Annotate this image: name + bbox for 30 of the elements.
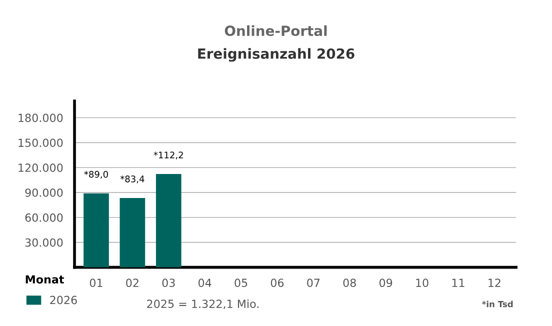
x-tick-label: 02	[126, 278, 138, 288]
bar	[84, 193, 109, 268]
annotation: *83,4	[120, 176, 144, 184]
y-tick-label: 180.000	[18, 114, 63, 122]
x-tick-label: 09	[379, 278, 392, 288]
x-axis-title: Monat	[26, 275, 64, 284]
x-tick-label: 04	[198, 278, 212, 288]
x-tick-label: 11	[452, 278, 464, 287]
chart-subtitle: Ereignisanzahl 2026	[198, 48, 354, 62]
x-tick-label: 10	[416, 278, 428, 288]
bar	[156, 174, 182, 268]
y-tick-label: 30.000	[25, 238, 63, 247]
x-tick-label: 07	[307, 278, 320, 288]
legend-label: 2026	[50, 296, 77, 304]
x-tick-label: 03	[162, 278, 175, 288]
x-tick-label: 08	[343, 278, 356, 288]
text: *in Tsd	[482, 300, 513, 308]
x-tick-label: 12	[488, 278, 500, 287]
annotation: *89,0	[84, 170, 108, 179]
y-tick-label: 60.000	[25, 213, 63, 222]
x-tick-label: 05	[234, 278, 248, 288]
x-tick-label: 06	[270, 278, 284, 288]
annotation: *112,2	[154, 152, 183, 160]
y-tick-label: 120.000	[18, 164, 63, 172]
text: 2025 = 1.322,1 Mio.	[147, 299, 258, 310]
y-tick-label: 90.000	[25, 188, 63, 197]
bar	[120, 198, 146, 268]
chart-title: Online-Portal	[224, 25, 327, 36]
y-tick-label: 150.000	[18, 138, 63, 148]
x-tick-label: 01	[90, 278, 102, 288]
